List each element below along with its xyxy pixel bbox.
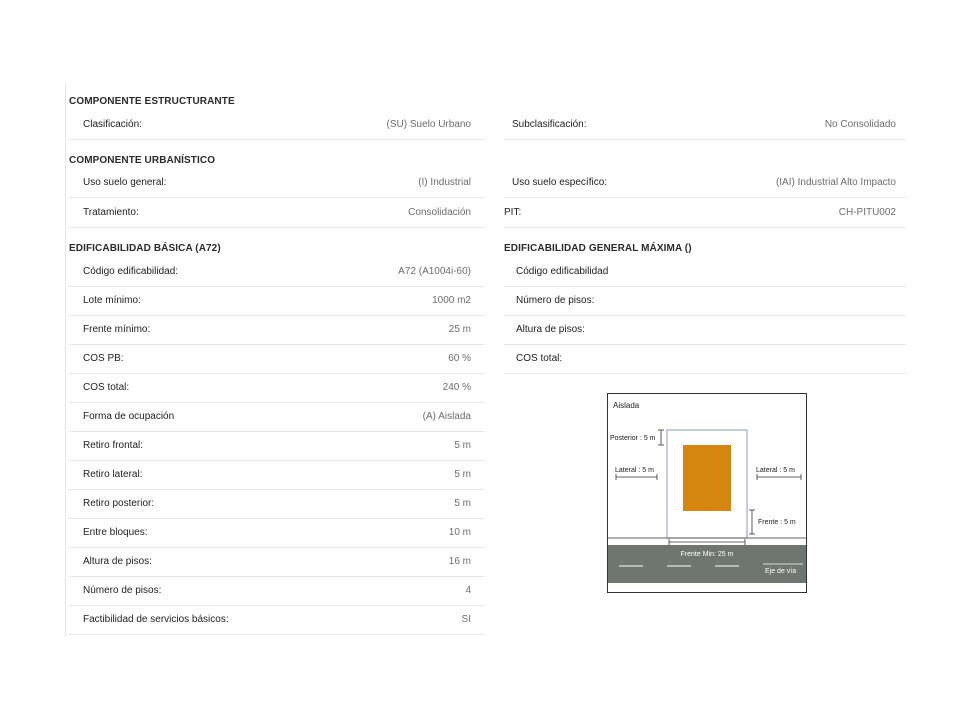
row-value: A72 (A1004i-60) (398, 266, 471, 277)
table-row: COS PB: 60 % (69, 344, 485, 374)
row-label: Lote mínimo: (83, 295, 141, 306)
table-row: Número de pisos: 4 (69, 576, 485, 606)
row-value: SI (461, 614, 471, 625)
row-label: Altura de pisos: (516, 324, 585, 335)
row-value: 60 % (448, 353, 471, 364)
row-subclasificacion: Subclasificación: No Consolidado (504, 110, 906, 140)
row-value: 5 m (454, 440, 471, 451)
left-frame-line (65, 84, 66, 636)
row-label: COS total: (83, 382, 130, 393)
row-label: Uso suelo específico: (512, 177, 608, 188)
row-label: PIT: (504, 207, 522, 218)
row-value: 5 m (454, 469, 471, 480)
table-row: Retiro frontal: 5 m (69, 431, 485, 461)
row-label: Código edificabilidad: (83, 266, 179, 277)
row-value: 240 % (442, 382, 471, 393)
lateral-right-label: Lateral : 5 m (756, 467, 795, 474)
row-label: Uso suelo general: (83, 177, 167, 188)
row-value: (IAI) Industrial Alto Impacto (775, 177, 896, 188)
section-title-urbanistico: COMPONENTE URBANÍSTICO (69, 155, 216, 166)
row-value: 5 m (454, 498, 471, 509)
diagram-title: Aislada (613, 401, 640, 410)
section-title-maxima: EDIFICABILIDAD GENERAL MÁXIMA () (504, 243, 692, 254)
row-label: COS total: (516, 353, 563, 364)
row-value: 1000 m2 (432, 295, 471, 306)
row-pit: PIT: CH-PITU002 (504, 198, 906, 228)
section-title-estructurante: COMPONENTE ESTRUCTURANTE (69, 96, 235, 107)
row-label: Factibilidad de servicios básicos: (83, 614, 229, 625)
row-label: Retiro posterior: (83, 498, 155, 509)
table-row: Forma de ocupación (A) Aislada (69, 402, 485, 432)
row-label: Subclasificación: (512, 119, 587, 130)
table-row: COS total: (504, 344, 906, 374)
table-row: Frente mínimo: 25 m (69, 315, 485, 345)
row-value: (I) Industrial (418, 177, 471, 188)
table-row: Factibilidad de servicios básicos: SI (69, 605, 485, 635)
row-value: (A) Aislada (422, 411, 471, 422)
row-label: Número de pisos: (83, 585, 162, 596)
table-row: Número de pisos: (504, 286, 906, 316)
row-label: Entre bloques: (83, 527, 148, 538)
row-value: No Consolidado (824, 119, 896, 130)
table-row: Retiro posterior: 5 m (69, 489, 485, 519)
eje-label: Eje de vía (765, 568, 796, 575)
building-footprint (683, 445, 731, 511)
table-row: Entre bloques: 10 m (69, 518, 485, 548)
table-row: Código edificabilidad (504, 257, 906, 287)
lateral-left-label: Lateral : 5 m (615, 467, 654, 474)
row-tratamiento: Tratamiento: Consolidación (69, 198, 485, 228)
row-value: CH-PITU002 (838, 207, 896, 218)
frente-label: Frente : 5 m (758, 519, 796, 526)
row-value: (SU) Suelo Urbano (386, 119, 471, 130)
row-value: 25 m (448, 324, 471, 335)
frente-min-label: Frente Min: 25 m (681, 551, 734, 558)
row-label: Forma de ocupación (83, 411, 175, 422)
setback-diagram: Aislada Posterior : 5 m Lateral : 5 m La… (607, 393, 807, 593)
row-label: Retiro lateral: (83, 469, 143, 480)
table-row: Altura de pisos: 16 m (69, 547, 485, 577)
row-label: Altura de pisos: (83, 556, 152, 567)
row-uso-general: Uso suelo general: (I) Industrial (69, 168, 485, 198)
row-value: 16 m (448, 556, 471, 567)
row-value: 4 (465, 585, 471, 596)
table-row: COS total: 240 % (69, 373, 485, 403)
row-label: Retiro frontal: (83, 440, 144, 451)
table-row: Retiro lateral: 5 m (69, 460, 485, 490)
row-clasificacion: Clasificación: (SU) Suelo Urbano (69, 110, 485, 140)
row-label: Código edificabilidad (516, 266, 609, 277)
row-label: Frente mínimo: (83, 324, 151, 335)
row-uso-especifico: Uso suelo específico: (IAI) Industrial A… (504, 168, 906, 198)
row-label: COS PB: (83, 353, 124, 364)
row-value: Consolidación (408, 207, 471, 218)
table-row: Altura de pisos: (504, 315, 906, 345)
posterior-label: Posterior : 5 m (610, 435, 656, 442)
section-title-basica: EDIFICABILIDAD BÁSICA (A72) (69, 243, 221, 254)
row-label: Clasificación: (83, 119, 142, 130)
row-label: Número de pisos: (516, 295, 595, 306)
row-label: Tratamiento: (83, 207, 139, 218)
table-row: Lote mínimo: 1000 m2 (69, 286, 485, 316)
table-row: Código edificabilidad: A72 (A1004i-60) (69, 257, 485, 287)
row-value: 10 m (448, 527, 471, 538)
